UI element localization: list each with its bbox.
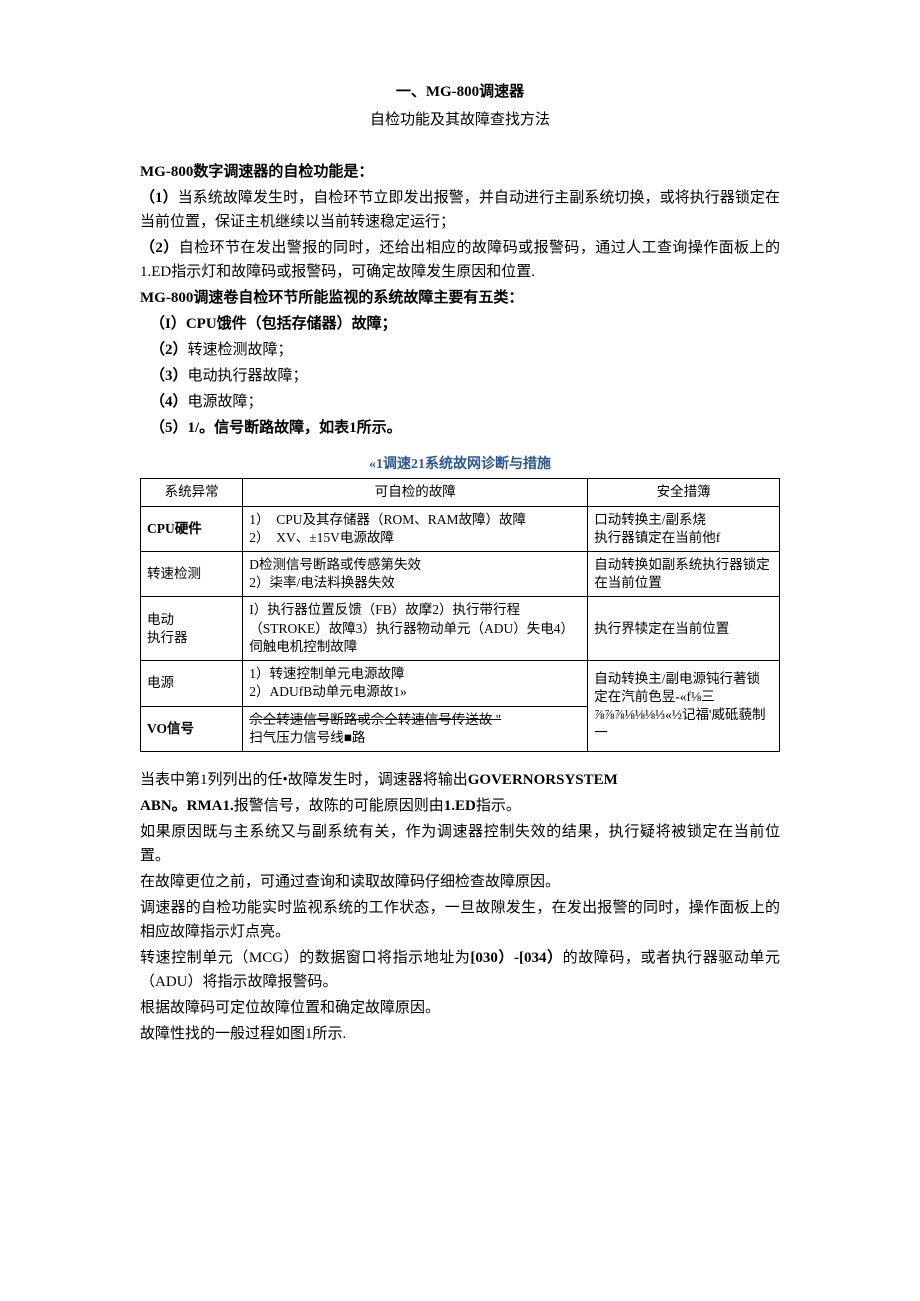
- body-p2b: 报警信号，故陈的可能原因则由: [234, 798, 444, 814]
- cell-r2c2: D检测信号断路或传感第失效2）柒率/电法料换器失效: [243, 552, 588, 597]
- cell-r4c3-a: 自动转换主/副电源钝行著锁定在汽前色昱-«f⅛三: [594, 671, 760, 704]
- title-line-2: 自检功能及其故障查找方法: [140, 108, 780, 132]
- cell-r4c2: 1）转速控制单元电源故障2）ADUfB动单元电源故1»: [243, 661, 588, 706]
- intro-item-2-num: （2）: [140, 240, 179, 256]
- title-line-1: 一、MG-800调速器: [140, 80, 780, 104]
- cell-r4c1: 电源: [141, 661, 243, 706]
- category-1: （I）CPU饿件（包括存储器）故障；: [140, 312, 780, 336]
- intro-item-1-text: 当系统故障发生时，自检环节立即发出报警，并自动进行主副系统切换，或将执行器锁定在…: [140, 190, 780, 230]
- cell-r1c3: 口动转换主/副系烧执行器镇定在当前他f: [588, 506, 780, 551]
- cell-r2c1: 转速检测: [141, 552, 243, 597]
- th-col2: 可自检的故障: [243, 479, 588, 506]
- cell-r4c3: 自动转换主/副电源钝行著锁定在汽前色昱-«f⅛三 ⅞⅞⅞⅛⅛⅛⅓«½记福'威砥藐…: [588, 661, 780, 752]
- body-p7: 根据故障码可定位故障位置和确定故障原因。: [140, 996, 780, 1020]
- body-p6a: 转速控制单元（MCG）的数据窗口将指示地址为: [140, 950, 470, 966]
- cell-r1c1: CPU硬件: [141, 506, 243, 551]
- table-header-row: 系统异常 可自检的故障 安全措簿: [141, 479, 780, 506]
- table-row: 转速检测 D检测信号断路或传感第失效2）柒率/电法料换器失效 自动转换如副系统执…: [141, 552, 780, 597]
- body-p6: 转速控制单元（MCG）的数据窗口将指示地址为[030）-[034）的故障码，或者…: [140, 946, 780, 994]
- cell-r3c2: I）执行器位置反馈（FB）故摩2）执行带行程（STROKE）故障3）执行器物动单…: [243, 597, 588, 661]
- category-3-num: （3）: [150, 368, 188, 384]
- category-1-num: （I）: [150, 316, 186, 332]
- th-col3: 安全措簿: [588, 479, 780, 506]
- table-row: 电动执行器 I）执行器位置反馈（FB）故摩2）执行带行程（STROKE）故障3）…: [141, 597, 780, 661]
- table-caption: «1调速21系统故网诊断与措施: [140, 454, 780, 476]
- table-row: CPU硬件 1） CPU及其存储器（ROM、RAM故障）故障2） XV、±15V…: [141, 506, 780, 551]
- category-2-num: （2）: [150, 342, 188, 358]
- category-5-num: （5）: [150, 420, 188, 436]
- intro-item-2: （2）自检环节在发出警报的同时，还给出相应的故障码或报警码，通过人工查询操作面板…: [140, 236, 780, 284]
- cell-r5c2: 佘仝转速信号断路戓佘仝转速信号传送故 " 扫气压力信号线■路: [243, 706, 588, 751]
- category-3-text: 电动执行器故障；: [188, 368, 308, 384]
- intro-item-1-num: （1）: [140, 190, 178, 206]
- cell-r3c1: 电动执行器: [141, 597, 243, 661]
- body-p1b: GOVERNORSYSTEM: [468, 772, 618, 788]
- intro-item-1: （1）当系统故障发生时，自检环节立即发出报警，并自动进行主副系统切换，或将执行器…: [140, 186, 780, 234]
- category-4-text: 电源故障；: [188, 394, 263, 410]
- body-p5: 调速器的自检功能实时监视系统的工作状态，一旦故隙发生，在发出报警的同时，操作面板…: [140, 896, 780, 944]
- category-5-text: 1/。信号断路故障，如表1所示。: [188, 420, 402, 436]
- category-4-num: （4）: [150, 394, 188, 410]
- category-2-text: 转速检测故障；: [188, 342, 293, 358]
- cell-r2c3: 自动转换如副系统执行器锁定在当前位置: [588, 552, 780, 597]
- category-3: （3）电动执行器故障；: [140, 364, 780, 388]
- table-row: 电源 1）转速控制单元电源故障2）ADUfB动单元电源故1» 自动转换主/副电源…: [141, 661, 780, 706]
- intro-item-2-text: 自检环节在发出警报的同时，还给出相应的故障码或报警码，通过人工查询操作面板上的1…: [140, 240, 780, 280]
- body-p4: 在故障更位之前，可通过查询和读取故障码仔细检查故障原因。: [140, 870, 780, 894]
- category-2: （2）转速检测故障；: [140, 338, 780, 362]
- body-p8: 故障性找的一般过程如图1所示.: [140, 1022, 780, 1046]
- body-text: 当表中第1列列出的任•故障发生时，调速器将输出GOVERNORSYSTEM AB…: [140, 768, 780, 1046]
- cell-r5c3: ⅞⅞⅞⅛⅛⅛⅓«½记福'威砥藐制一: [594, 707, 765, 740]
- cell-r5c2-plain: 扫气压力信号线■路: [249, 730, 365, 745]
- categories-heading: MG-800调速卷自检环节所能监视的系统故障主要有五类：: [140, 286, 780, 310]
- th-col1: 系统异常: [141, 479, 243, 506]
- body-p2: ABN。RMA1.报警信号，故陈的可能原因则由1.ED指示。: [140, 794, 780, 818]
- body-p3: 如果原因既与主系统又与副系统有关，作为调速器控制失效的结果，执行疑将被锁定在当前…: [140, 820, 780, 868]
- category-4: （4）电源故障；: [140, 390, 780, 414]
- cell-r5c1: VO信号: [141, 706, 243, 751]
- cell-r1c2: 1） CPU及其存储器（ROM、RAM故障）故障2） XV、±15V电源故障: [243, 506, 588, 551]
- category-1-text: CPU饿件（包括存储器）故障；: [186, 316, 397, 332]
- category-5: （5）1/。信号断路故障，如表1所示。: [140, 416, 780, 440]
- cell-r3c3: 执行界犊定在当前位置: [588, 597, 780, 661]
- body-p2d: 指示。: [476, 798, 521, 814]
- cell-r5c2-strike: 佘仝转速信号断路戓佘仝转速信号传送故 ": [249, 712, 501, 727]
- body-p2a: ABN。RMA1.: [140, 798, 234, 814]
- body-p1: 当表中第1列列出的任•故障发生时，调速器将输出GOVERNORSYSTEM: [140, 768, 780, 792]
- intro-heading: MG-800数字调速器的自检功能是：: [140, 160, 780, 184]
- body-p6b: [030）-[034）: [470, 950, 562, 966]
- body-p1a: 当表中第1列列出的任•故障发生时，调速器将输出: [140, 772, 468, 788]
- fault-table: 系统异常 可自检的故障 安全措簿 CPU硬件 1） CPU及其存储器（ROM、R…: [140, 478, 780, 752]
- body-p2c: 1.ED: [444, 798, 476, 814]
